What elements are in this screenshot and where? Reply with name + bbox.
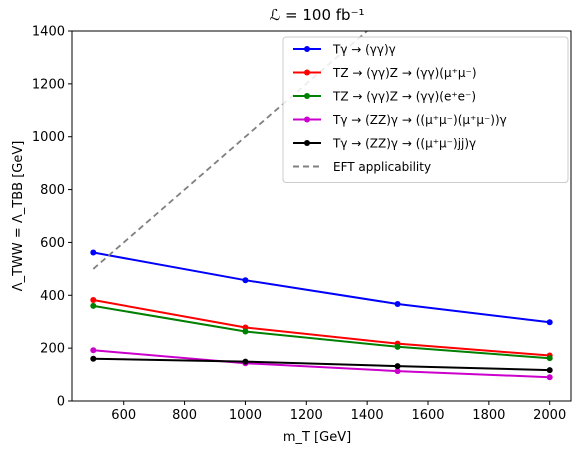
series-point-3-2 [394, 368, 401, 375]
series-point-4-1 [242, 358, 249, 365]
series-point-0-3 [546, 319, 553, 326]
series-point-0-0 [90, 249, 97, 256]
series-line-3 [93, 349, 550, 379]
series-point-0-1 [242, 277, 249, 284]
legend-marker-0 [304, 46, 310, 52]
legend-marker-3 [304, 116, 310, 123]
series-line-0 [93, 251, 550, 324]
legend-label-4: Tγ → (ZZ)γ → ((μ⁺μ⁻)jj)γ [332, 137, 476, 151]
series-point-4-0 [90, 355, 97, 362]
x-tick-label: 800 [172, 408, 197, 423]
legend-label-5: EFT applicability [333, 160, 431, 174]
series-line-4 [93, 357, 550, 372]
series-point-2-2 [394, 343, 401, 350]
plot-frame [71, 30, 572, 402]
y-tick-label: 800 [40, 183, 65, 198]
x-tick-label: 600 [111, 408, 136, 423]
y-tick-label: 1400 [32, 25, 65, 40]
x-tick-label: 1600 [411, 408, 444, 423]
axes: 600 800 1000 1200 1400 1600 1800 2000 0 200 400 600… [32, 25, 572, 423]
legend-box [282, 36, 569, 183]
series-line-2 [93, 304, 550, 360]
legend-marker-2 [304, 93, 310, 99]
legend-label-3: Tγ → (ZZ)γ → ((μ⁺μ⁻)(μ⁺μ⁻))γ [332, 113, 507, 127]
x-tick-label: 1200 [290, 408, 323, 423]
y-tick-label: 200 [40, 342, 65, 357]
legend-label-0: Tγ → (γγ)γ [332, 43, 396, 57]
legend: Tγ → (γγ)γ TZ → (γγ)Z → (γγ)(μ⁺μ⁻) TZ → (γ… [282, 36, 569, 183]
x-tick-label: 1400 [351, 408, 384, 423]
series-point-4-3 [546, 367, 553, 374]
y-tick-label: 400 [40, 289, 65, 304]
y-tick-label: 600 [40, 236, 65, 251]
legend-label-1: TZ → (γγ)Z → (γγ)(μ⁺μ⁻) [332, 66, 477, 80]
x-axis-label: m_T [GeV] [283, 430, 351, 445]
y-tick-label: 1000 [32, 130, 65, 145]
x-tick-label: 1800 [472, 408, 505, 423]
series-point-0-2 [394, 301, 401, 308]
y-tick-label: 0 [57, 395, 65, 410]
series-point-3-3 [546, 374, 553, 381]
series-point-2-1 [242, 328, 249, 335]
series-point-2-0 [90, 302, 97, 309]
series-line-1 [93, 299, 550, 357]
series-point-1-0 [90, 297, 97, 304]
x-tick-label: 2000 [533, 408, 566, 423]
x-tick-label: 1000 [229, 408, 262, 423]
chart-title: ℒ = 100 fb⁻¹ [269, 6, 364, 24]
legend-marker-1 [304, 69, 310, 76]
y-axis-label: Λ_TWW = Λ_TBB [GeV] [11, 141, 26, 292]
y-tick-label: 1200 [32, 77, 65, 92]
series-point-4-2 [394, 363, 401, 370]
legend-label-2: TZ → (γγ)Z → (γγ)(e⁺e⁻) [332, 90, 476, 104]
legend-marker-4 [304, 140, 310, 146]
series-point-3-0 [90, 347, 97, 354]
series-point-2-3 [546, 355, 553, 362]
